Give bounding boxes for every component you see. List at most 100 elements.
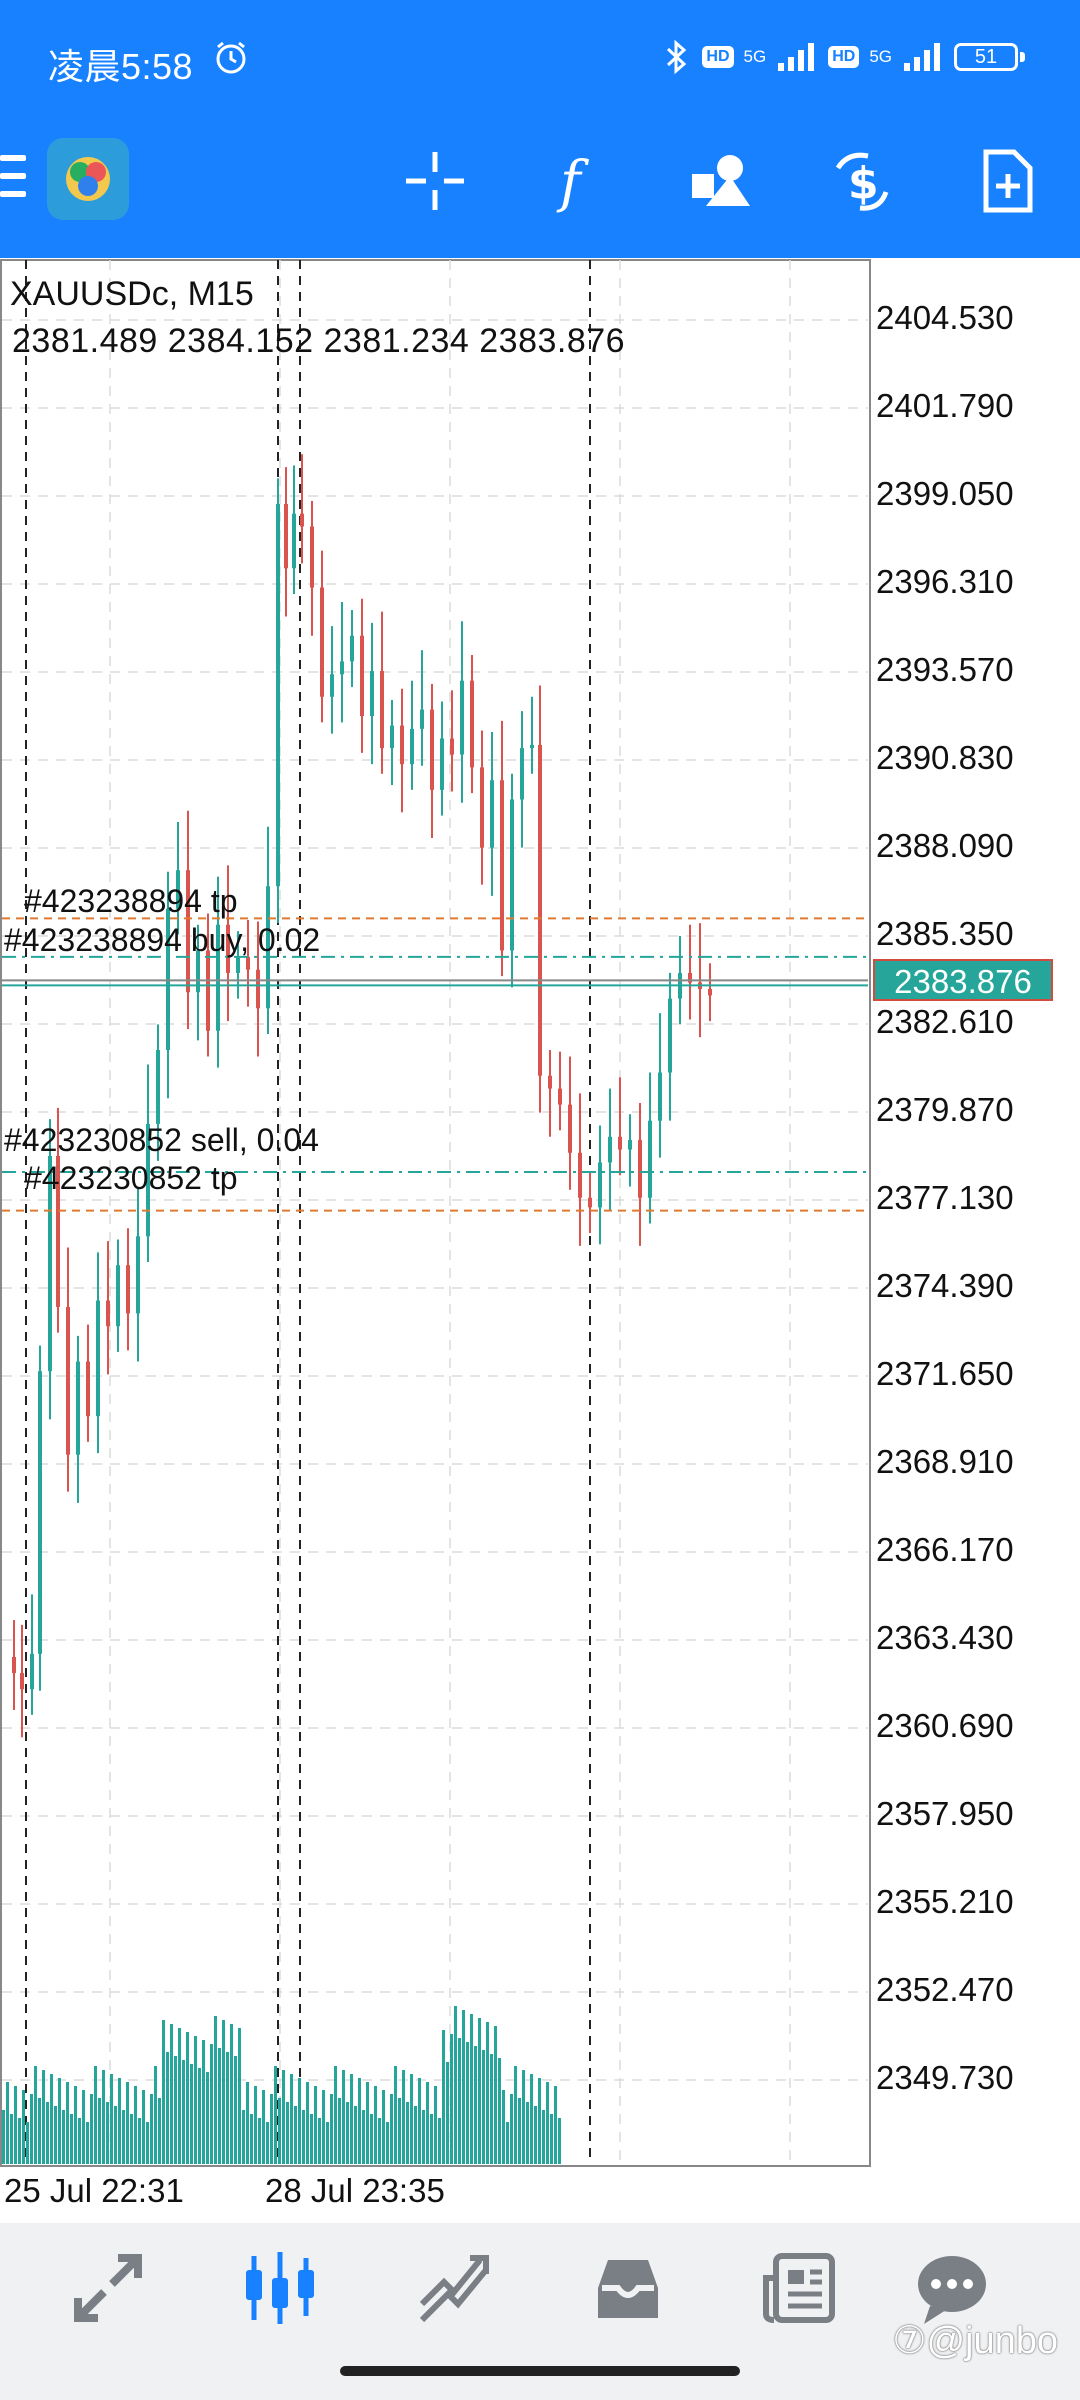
trade-nav-icon[interactable] bbox=[414, 2248, 494, 2328]
candle-body bbox=[450, 738, 454, 755]
battery-tip bbox=[1020, 52, 1025, 62]
volume-bar bbox=[530, 2074, 533, 2164]
volume-bar bbox=[166, 2052, 169, 2164]
volume-bar bbox=[198, 2068, 201, 2164]
svg-text:f: f bbox=[556, 150, 590, 215]
price-axis-label: 2399.050 bbox=[876, 475, 1014, 512]
trade-icon[interactable]: $ bbox=[828, 146, 898, 216]
chart-symbol: XAUUSDc, M15 bbox=[10, 275, 254, 313]
volume-bar bbox=[366, 2082, 369, 2164]
bluetooth-icon bbox=[667, 40, 687, 74]
volume-bar bbox=[426, 2082, 429, 2164]
trade-label-tp-1[interactable]: #423238894 tp bbox=[24, 883, 238, 919]
volume-bar bbox=[550, 2114, 553, 2164]
messages-icon[interactable] bbox=[912, 2248, 992, 2328]
volume-bar bbox=[206, 2072, 209, 2164]
volume-bar bbox=[518, 2098, 521, 2164]
candle-body bbox=[638, 1139, 642, 1198]
candle-body bbox=[96, 1300, 100, 1417]
candle-body bbox=[146, 1123, 150, 1237]
price-axis-label: 2374.390 bbox=[876, 1267, 1014, 1304]
volume-bar bbox=[142, 2090, 145, 2164]
trade-label-tp-2[interactable]: #423230852 tp bbox=[24, 1160, 238, 1196]
home-indicator[interactable] bbox=[340, 2366, 740, 2376]
svg-text:$: $ bbox=[848, 158, 879, 209]
volume-bar bbox=[538, 2078, 541, 2164]
top-bar: 凌晨5:58 HD 5G HD 5G 51 bbox=[0, 0, 1080, 258]
candle-body bbox=[156, 1050, 160, 1124]
time-label-1: 25 Jul 22:31 bbox=[4, 2172, 184, 2209]
price-axis-label: 2352.470 bbox=[876, 1971, 1014, 2008]
volume-bar bbox=[186, 2032, 189, 2164]
candle-body bbox=[66, 1306, 70, 1455]
volume-bar bbox=[250, 2114, 253, 2164]
candle-body bbox=[608, 1136, 612, 1163]
candle-body bbox=[460, 680, 464, 755]
volume-bar bbox=[158, 2098, 161, 2164]
price-axis-label: 2377.130 bbox=[876, 1179, 1014, 1216]
candle-body bbox=[500, 780, 504, 951]
volume-bar bbox=[554, 2086, 557, 2164]
volume-bar bbox=[146, 2122, 149, 2164]
volume-bar bbox=[442, 2030, 445, 2164]
volume-bar bbox=[398, 2098, 401, 2164]
volume-bar bbox=[282, 2070, 285, 2164]
volume-bar bbox=[502, 2090, 505, 2164]
candle-body bbox=[648, 1120, 652, 1198]
network-type-2: 5G bbox=[869, 47, 892, 66]
candle-body bbox=[350, 635, 354, 662]
candle-body bbox=[186, 870, 190, 993]
volume-bar bbox=[474, 2046, 477, 2164]
candle-body bbox=[688, 972, 692, 983]
news-icon[interactable] bbox=[760, 2248, 840, 2328]
network-type-1: 5G bbox=[743, 47, 767, 66]
candle-body bbox=[20, 1673, 24, 1690]
volume-bar bbox=[546, 2082, 549, 2164]
crosshair-icon[interactable] bbox=[400, 146, 470, 216]
quotes-icon[interactable] bbox=[68, 2248, 148, 2328]
chart-icon[interactable] bbox=[240, 2248, 320, 2328]
candle-body bbox=[658, 1072, 662, 1121]
candle-body bbox=[480, 767, 484, 848]
volume-bar bbox=[422, 2110, 425, 2164]
volume-bar bbox=[114, 2106, 117, 2164]
volume-bar bbox=[346, 2102, 349, 2164]
volume-bar bbox=[238, 2028, 241, 2164]
candle-body bbox=[30, 1653, 34, 1690]
volume-bar bbox=[130, 2114, 133, 2164]
trade-label-buy[interactable]: #423238894 buy, 0.02 bbox=[4, 922, 321, 958]
volume-bar bbox=[362, 2110, 365, 2164]
volume-bar bbox=[438, 2118, 441, 2164]
history-icon[interactable] bbox=[588, 2248, 668, 2328]
volume-bar bbox=[26, 2122, 29, 2164]
volume-bar bbox=[338, 2098, 341, 2164]
price-axis-label: 2401.790 bbox=[876, 387, 1014, 424]
volume-bar bbox=[466, 2042, 469, 2164]
volume-bar bbox=[222, 2020, 225, 2164]
new-order-icon[interactable] bbox=[972, 146, 1042, 216]
volume-bar bbox=[134, 2086, 137, 2164]
menu-icon[interactable] bbox=[0, 155, 26, 199]
indicator-f-icon[interactable]: f bbox=[542, 146, 612, 216]
volume-bar bbox=[86, 2122, 89, 2164]
volume-bar bbox=[246, 2082, 249, 2164]
price-axis-label: 2390.830 bbox=[876, 739, 1014, 776]
price-chart[interactable] bbox=[0, 258, 1080, 2168]
volume-bar bbox=[430, 2114, 433, 2164]
volume-bar bbox=[294, 2106, 297, 2164]
volume-bar bbox=[374, 2086, 377, 2164]
volume-bar bbox=[390, 2094, 393, 2164]
volume-bar bbox=[46, 2102, 49, 2164]
volume-bar bbox=[350, 2074, 353, 2164]
app-logo[interactable] bbox=[47, 138, 129, 220]
volume-bar bbox=[558, 2118, 561, 2164]
volume-bar bbox=[70, 2114, 73, 2164]
volume-bar bbox=[330, 2094, 333, 2164]
volume-bar bbox=[386, 2122, 389, 2164]
candle-body bbox=[284, 504, 288, 569]
objects-icon[interactable] bbox=[686, 146, 756, 216]
chart-canvas[interactable] bbox=[0, 258, 1080, 2168]
volume-bar bbox=[278, 2098, 281, 2164]
battery-icon: 51 bbox=[954, 43, 1018, 71]
trade-label-sell[interactable]: #423230852 sell, 0.04 bbox=[4, 1122, 319, 1158]
